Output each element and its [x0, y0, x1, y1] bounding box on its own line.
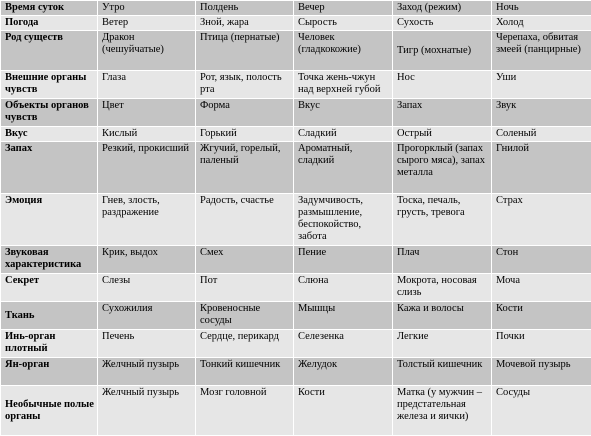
- table-row-taste: Вкус Кислый Горький Сладкий Острый Солен…: [1, 127, 591, 142]
- header-cell-noon: Полдень: [196, 1, 294, 16]
- table-cell: Кости: [492, 302, 591, 330]
- table-cell: Дракон (чешуйчатые): [98, 31, 196, 71]
- table-cell: Черепаха, обвитая змеей (панцирные): [492, 31, 591, 71]
- table-cell: Кровеносные сосуды: [196, 302, 294, 330]
- row-label: Запах: [1, 142, 98, 194]
- row-label: Погода: [1, 16, 98, 31]
- table-cell: Звук: [492, 99, 591, 127]
- table-cell: Ароматный, сладкий: [294, 142, 393, 194]
- table-row-creatures: Род существ Дракон (чешуйчатые) Птица (п…: [1, 31, 591, 71]
- row-label: Инь-орган плотный: [1, 330, 98, 358]
- table-cell: Прогорклый (запах сырого мяса), запах ме…: [393, 142, 492, 194]
- table-cell: Пение: [294, 246, 393, 274]
- table-cell: Мочевой пузырь: [492, 358, 591, 386]
- table-cell: Матка (у мужчин – предстательная железа …: [393, 386, 492, 436]
- table-row-yang-organ: Ян-орган Желчный пузырь Тонкий кишечник …: [1, 358, 591, 386]
- table-cell: Слезы: [98, 274, 196, 302]
- table-cell: Стон: [492, 246, 591, 274]
- table-cell: Желчный пузырь: [98, 386, 196, 436]
- table-row-sense-organs: Внешние органы чувств Глаза Рот, язык, п…: [1, 71, 591, 99]
- table-cell: Плач: [393, 246, 492, 274]
- row-label: Звуковая характеристика: [1, 246, 98, 274]
- row-label: Ткань: [1, 302, 98, 330]
- table-cell: Кажа и волосы: [393, 302, 492, 330]
- table-cell: Почки: [492, 330, 591, 358]
- table-cell: Тоска, печаль, грусть, тревога: [393, 194, 492, 246]
- row-label: Необычные полые органы: [1, 386, 98, 436]
- table-cell: Птица (пернатые): [196, 31, 294, 71]
- table-cell: Острый: [393, 127, 492, 142]
- table-cell: Сырость: [294, 16, 393, 31]
- table-cell: Горький: [196, 127, 294, 142]
- table-cell: Сухожилия: [98, 302, 196, 330]
- table-cell: Тонкий кишечник: [196, 358, 294, 386]
- table-cell: Уши: [492, 71, 591, 99]
- table-cell: Мокрота, носовая слизь: [393, 274, 492, 302]
- row-label: Внешние органы чувств: [1, 71, 98, 99]
- table-cell: Задумчивость, размышление, беспокойство,…: [294, 194, 393, 246]
- table-cell: Гнилой: [492, 142, 591, 194]
- table-cell: Человек (гладкокожие): [294, 31, 393, 71]
- table-cell: Холод: [492, 16, 591, 31]
- table-cell: Сухость: [393, 16, 492, 31]
- table-cell: Пот: [196, 274, 294, 302]
- table-cell: Страх: [492, 194, 591, 246]
- table-cell: Сердце, перикард: [196, 330, 294, 358]
- header-cell-evening: Вечер: [294, 1, 393, 16]
- header-cell-time-of-day: Время суток: [1, 1, 98, 16]
- table-row-weather: Погода Ветер Зной, жара Сырость Сухость …: [1, 16, 591, 31]
- header-cell-night: Ночь: [492, 1, 591, 16]
- table-cell: Сосуды: [492, 386, 591, 436]
- row-label: Эмоция: [1, 194, 98, 246]
- table-cell: Радость, счастье: [196, 194, 294, 246]
- table-cell: Нос: [393, 71, 492, 99]
- table-cell: Гнев, злость, раздражение: [98, 194, 196, 246]
- table-row-tissue: Ткань Сухожилия Кровеносные сосуды Мышцы…: [1, 302, 591, 330]
- table-row-sense-objects: Объекты органов чувств Цвет Форма Вкус З…: [1, 99, 591, 127]
- table-cell: Зной, жара: [196, 16, 294, 31]
- table-row-yin-organ: Инь-орган плотный Печень Сердце, перикар…: [1, 330, 591, 358]
- table-row-smell: Запах Резкий, прокисший Жгучий, горелый,…: [1, 142, 591, 194]
- table-cell: Резкий, прокисший: [98, 142, 196, 194]
- row-label: Род существ: [1, 31, 98, 71]
- table-cell: Желчный пузырь: [98, 358, 196, 386]
- row-label: Секрет: [1, 274, 98, 302]
- table-cell: Слюна: [294, 274, 393, 302]
- table-cell: Рот, язык, полость рта: [196, 71, 294, 99]
- table-cell: Тигр (мохнатые): [393, 31, 492, 71]
- table-cell: Вкус: [294, 99, 393, 127]
- table-row-sound: Звуковая характеристика Крик, выдох Смех…: [1, 246, 591, 274]
- table-cell: Форма: [196, 99, 294, 127]
- table-cell: Глаза: [98, 71, 196, 99]
- table-cell: Ветер: [98, 16, 196, 31]
- row-label: Вкус: [1, 127, 98, 142]
- row-label: Объекты органов чувств: [1, 99, 98, 127]
- table-cell: Крик, выдох: [98, 246, 196, 274]
- table-cell: Цвет: [98, 99, 196, 127]
- table-cell: Сладкий: [294, 127, 393, 142]
- table-cell: Мышцы: [294, 302, 393, 330]
- table-cell: Моча: [492, 274, 591, 302]
- table-row-secretion: Секрет Слезы Пот Слюна Мокрота, носовая …: [1, 274, 591, 302]
- table-cell: Запах: [393, 99, 492, 127]
- table-cell: Мозг головной: [196, 386, 294, 436]
- table-cell: Точка жень-чжун над верхней губой: [294, 71, 393, 99]
- table-cell: Селезенка: [294, 330, 393, 358]
- table-cell: Толстый кишечник: [393, 358, 492, 386]
- table-cell: Смех: [196, 246, 294, 274]
- table-cell: Желудок: [294, 358, 393, 386]
- table-cell: Кости: [294, 386, 393, 436]
- table-cell: Соленый: [492, 127, 591, 142]
- row-label: Ян-орган: [1, 358, 98, 386]
- table-cell: Кислый: [98, 127, 196, 142]
- table-row-emotion: Эмоция Гнев, злость, раздражение Радость…: [1, 194, 591, 246]
- table-cell: Жгучий, горелый, паленый: [196, 142, 294, 194]
- header-cell-morning: Утро: [98, 1, 196, 16]
- table-cell: Печень: [98, 330, 196, 358]
- header-row: Время суток Утро Полдень Вечер Заход (ре…: [1, 1, 591, 16]
- header-cell-sunset: Заход (режим): [393, 1, 492, 16]
- table-row-unusual-organs: Необычные полые органы Желчный пузырь Мо…: [1, 386, 591, 436]
- table-cell: Легкие: [393, 330, 492, 358]
